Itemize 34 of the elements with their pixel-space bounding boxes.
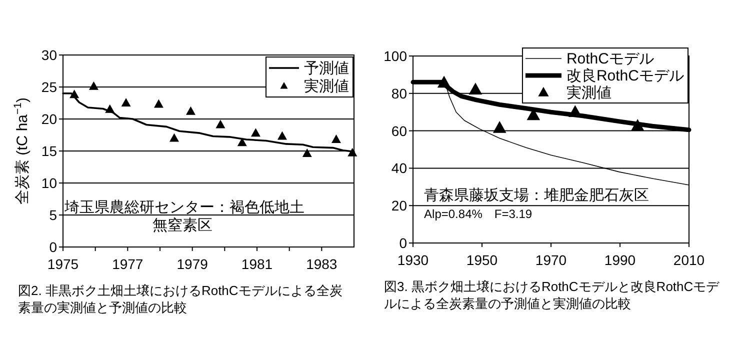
y-tick-label: 0 xyxy=(399,235,408,251)
legend-label: 改良RothCモデル xyxy=(566,68,684,84)
x-tick-label: 1983 xyxy=(306,256,338,272)
text: 図2. 非黒ボク土畑土壌におけるRothCモデルによる全炭素量の実測値と予測値の比較 xyxy=(18,282,344,316)
annotation: Alp=0.84% F=3.19 xyxy=(424,207,532,221)
x-tick-label: 1975 xyxy=(47,256,79,272)
y-tick-label: 10 xyxy=(41,175,58,191)
y-tick-label: 100 xyxy=(384,48,408,64)
x-tick-label: 1930 xyxy=(397,252,429,268)
annotation: 青森県藤坂支場：堆肥金肥石灰区 xyxy=(424,187,650,204)
x-tick-label: 1979 xyxy=(176,256,208,272)
annotation: 埼玉県農総研センター：褐色低地土 xyxy=(63,199,304,216)
legend-label: 予測値 xyxy=(304,60,349,77)
y-tick-label: 5 xyxy=(49,207,58,223)
x-tick-label: 1990 xyxy=(604,252,636,268)
y-tick-label: 15 xyxy=(41,143,58,159)
legend-label: RothCモデル xyxy=(566,50,654,68)
y-tick-label: 25 xyxy=(41,79,58,95)
x-tick-label: 1950 xyxy=(466,252,498,268)
text: 図3. 黒ボク畑土壌におけるRothCモデルと改良RothCモデルによる全炭素量の予測値と実測値の比較 xyxy=(384,278,720,312)
x-tick-label: 1970 xyxy=(535,252,567,268)
annotation: 無窒素区 xyxy=(152,217,212,234)
y-tick-label: 0 xyxy=(49,239,58,255)
legend-label: 実測値 xyxy=(304,78,349,95)
x-tick-label: 2010 xyxy=(673,252,705,268)
x-tick-label: 1977 xyxy=(112,256,144,272)
y-tick-label: 20 xyxy=(391,198,408,214)
x-tick-label: 1981 xyxy=(241,256,273,272)
legend-label: 実測値 xyxy=(566,84,612,102)
y-tick-label: 20 xyxy=(41,111,58,127)
y-tick-label: 80 xyxy=(391,85,408,102)
y-tick-label: 60 xyxy=(391,122,408,139)
y-tick-label: 40 xyxy=(391,160,408,176)
y-tick-label: 30 xyxy=(41,47,58,63)
